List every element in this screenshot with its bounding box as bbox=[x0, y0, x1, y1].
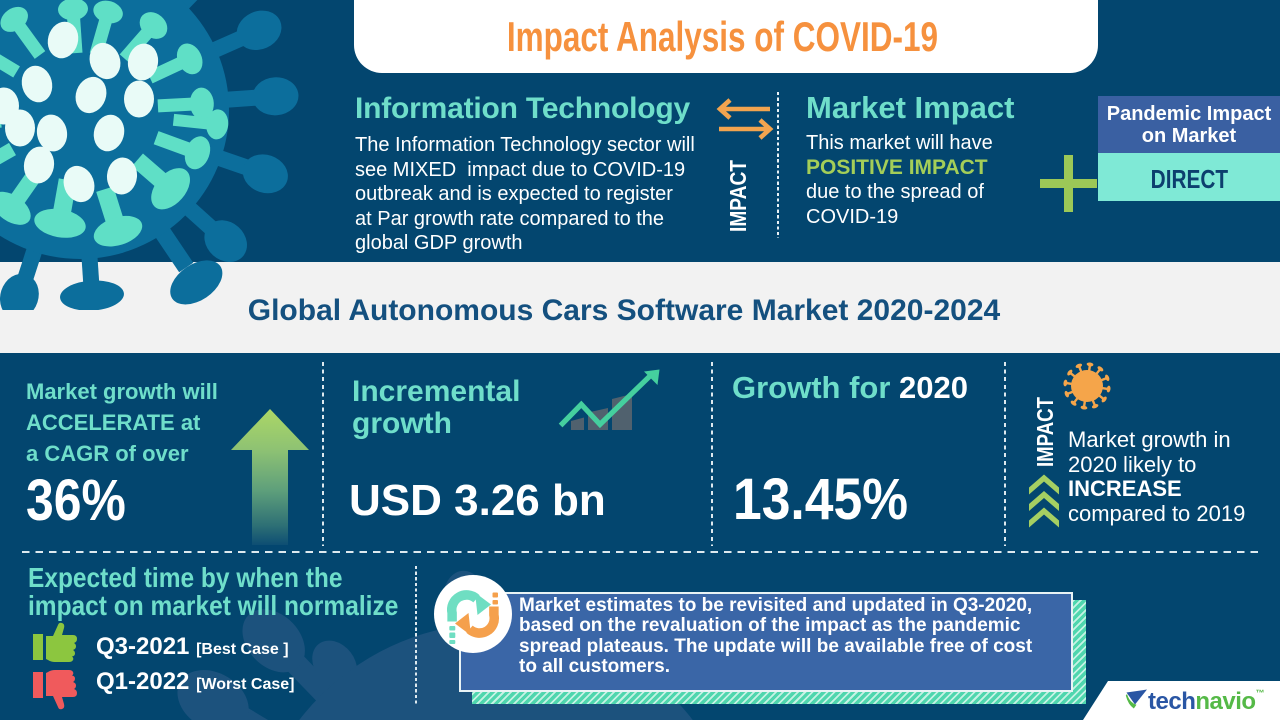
svg-text:IMPACT: IMPACT bbox=[1032, 397, 1058, 467]
svg-text:IMPACT: IMPACT bbox=[725, 160, 751, 232]
